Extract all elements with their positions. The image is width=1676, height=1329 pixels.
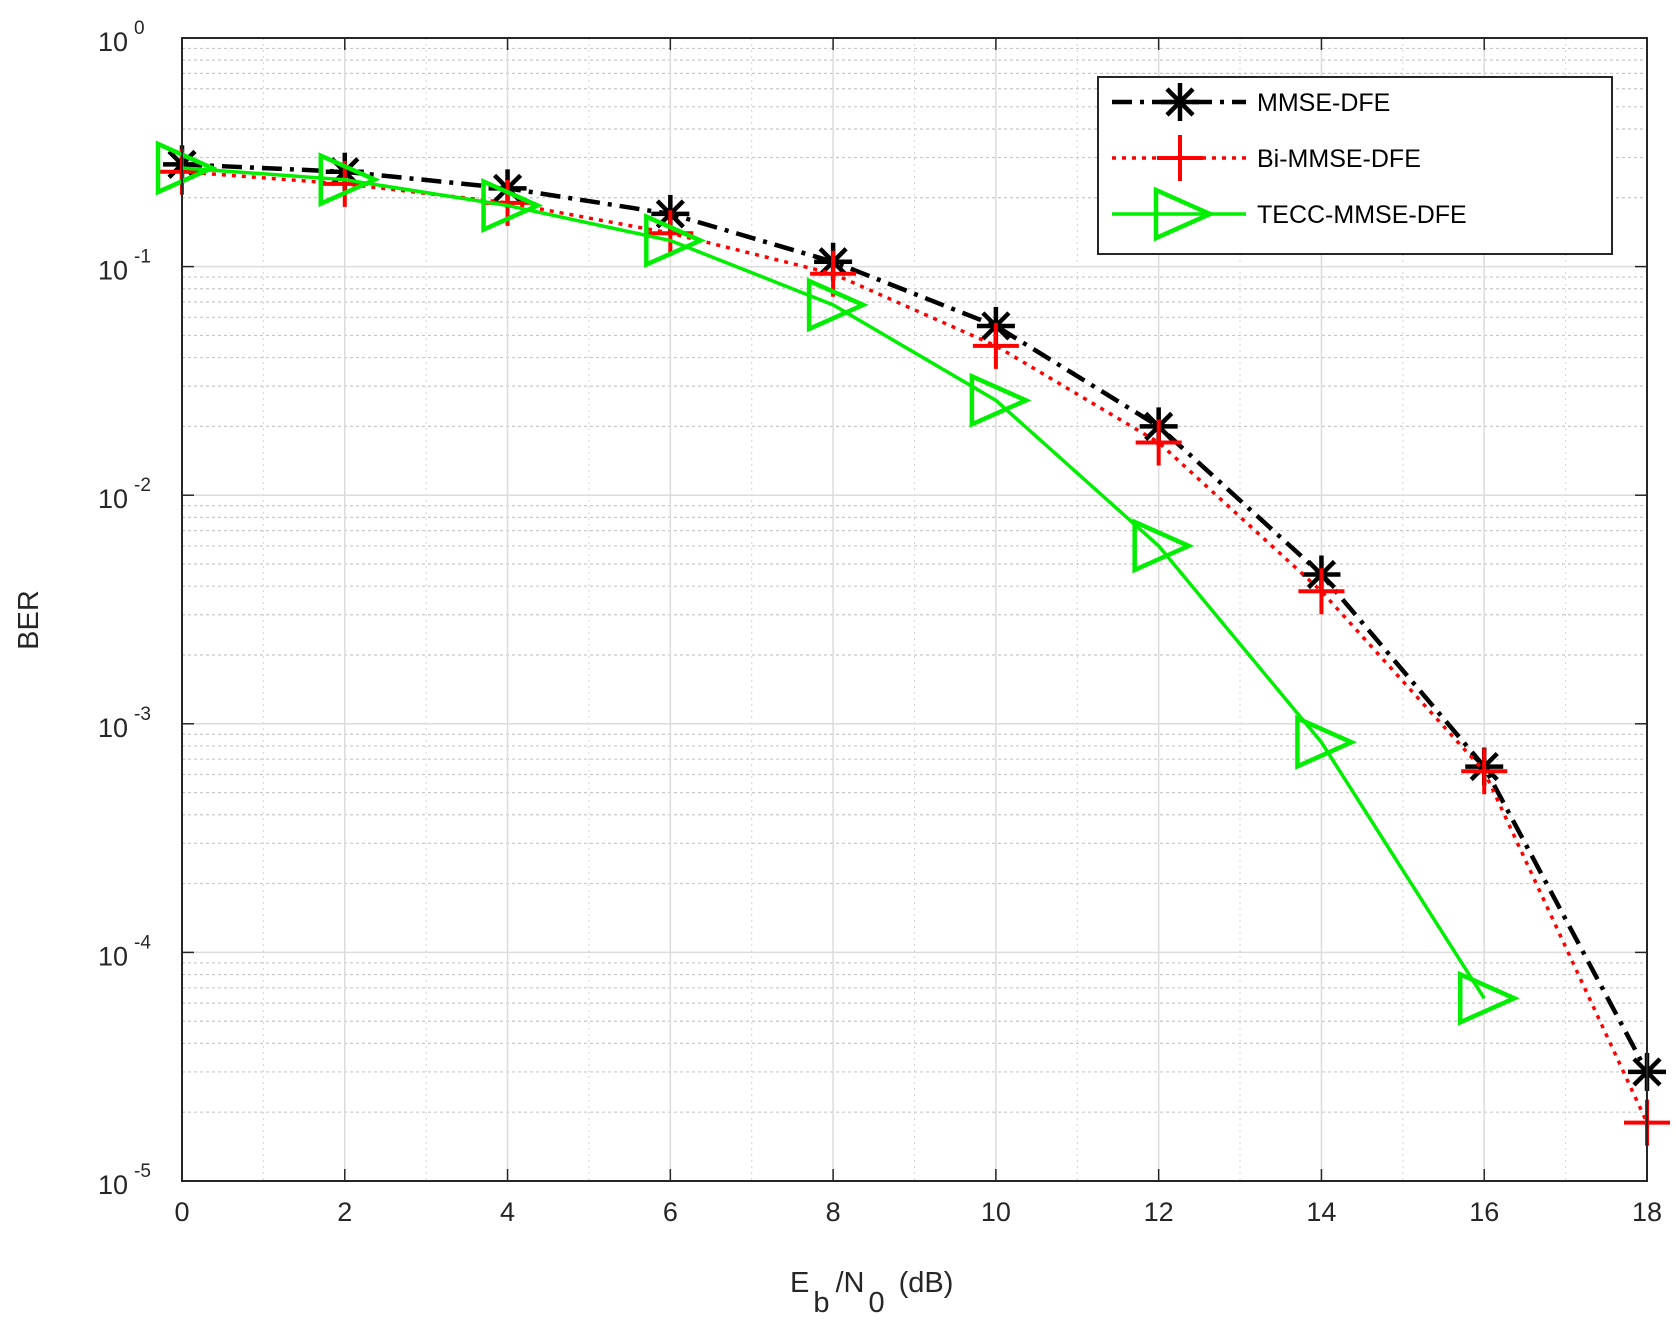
y-tick-exponent: -3: [134, 704, 151, 725]
y-tick-exponent: -1: [134, 247, 151, 268]
legend-marker: [1157, 135, 1203, 181]
y-tick-label: 10: [98, 941, 128, 971]
y-tick-label: 10: [98, 27, 128, 57]
y-tick-label: 10: [98, 1170, 128, 1200]
series-group: [155, 140, 1670, 1146]
x-tick-label: 2: [337, 1197, 352, 1227]
legend-marker: [1161, 83, 1199, 121]
data-point: [1298, 568, 1345, 615]
legend-entry: Bi-MMSE-DFE: [1112, 135, 1421, 181]
y-tick-exponent: -4: [134, 932, 151, 953]
data-point: [972, 322, 1019, 369]
legend-marker: [1153, 186, 1216, 242]
x-axis-label-slash-n: /N: [835, 1267, 864, 1299]
y-tick-label: 10: [98, 256, 128, 286]
data-point: [644, 213, 706, 269]
x-axis-label-sub-b: b: [813, 1287, 829, 1319]
y-tick-exponent: -5: [134, 1161, 151, 1182]
data-point: [1461, 748, 1508, 795]
x-tick-label: 12: [1144, 1197, 1174, 1227]
legend-entries: MMSE-DFE Bi-MMSE-DFE TECC-MMSE-DFE: [1112, 83, 1467, 242]
series-line: [181, 166, 1486, 1000]
data-point: [1457, 970, 1520, 1026]
x-tick-label: 14: [1306, 1197, 1336, 1227]
y-tick-labels: 10 0 10 -1 10 -2 10 -3 10 -4 10 -5: [98, 18, 1647, 1200]
x-tick-label: 18: [1632, 1197, 1662, 1227]
series-line: [181, 162, 1649, 1073]
data-point: [1135, 419, 1182, 466]
legend: MMSE-DFE Bi-MMSE-DFE TECC-MMSE-DFE: [1097, 76, 1613, 255]
data-point: [1132, 518, 1195, 574]
x-tick-labels: 0 2 4 6 8 10 12 14 16 18: [174, 38, 1662, 1227]
x-tick-label: 10: [981, 1197, 1011, 1227]
x-axis-label-e: E: [790, 1267, 809, 1299]
legend-label: Bi-MMSE-DFE: [1257, 145, 1421, 173]
x-axis-label-unit: (dB): [899, 1267, 954, 1299]
y-tick-exponent: 0: [134, 18, 145, 39]
y-tick-exponent: -2: [134, 475, 151, 496]
data-point: [806, 277, 869, 333]
data-point: [1295, 714, 1357, 770]
data-point: [155, 140, 218, 196]
x-axis-label: Eb/N0 (dB): [790, 1267, 953, 1319]
legend-entry: TECC-MMSE-DFE: [1112, 186, 1467, 242]
x-tick-label: 4: [500, 1197, 515, 1227]
data-point: [969, 372, 1032, 428]
x-axis-label-sub-0: 0: [868, 1287, 884, 1319]
legend-label: TECC-MMSE-DFE: [1257, 201, 1467, 229]
legend-entry: MMSE-DFE: [1112, 83, 1390, 121]
legend-label: MMSE-DFE: [1257, 89, 1390, 117]
plot-frame: [181, 37, 1648, 1182]
y-tick-label: 10: [98, 484, 128, 514]
y-tick-label: 10: [98, 713, 128, 743]
y-axis-label: BER: [13, 590, 45, 650]
data-point: [318, 152, 381, 208]
x-tick-label: 8: [826, 1197, 841, 1227]
series-2: [155, 140, 1520, 1026]
x-tick-label: 6: [663, 1197, 678, 1227]
x-tick-label: 16: [1469, 1197, 1499, 1227]
x-tick-label: 0: [174, 1197, 189, 1227]
data-point: [481, 178, 544, 233]
